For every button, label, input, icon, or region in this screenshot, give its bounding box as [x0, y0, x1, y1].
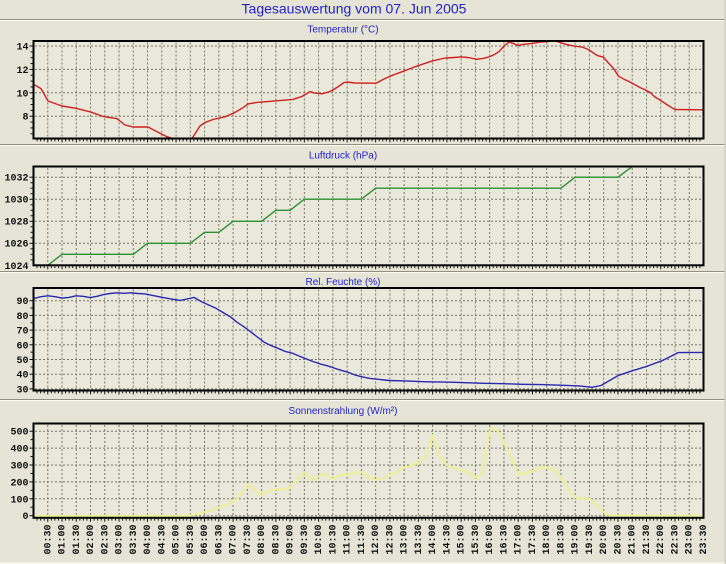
svg-text:01:00: 01:00 [58, 524, 69, 554]
svg-text:17:30: 17:30 [528, 524, 539, 554]
svg-text:05:00: 05:00 [172, 524, 183, 554]
svg-text:200: 200 [10, 478, 28, 489]
svg-text:500: 500 [10, 428, 28, 439]
svg-text:1032: 1032 [4, 174, 28, 185]
svg-text:22:30: 22:30 [671, 524, 682, 554]
svg-text:10: 10 [16, 89, 28, 100]
svg-text:21:30: 21:30 [642, 524, 653, 554]
svg-text:05:30: 05:30 [186, 524, 197, 554]
svg-text:09:00: 09:00 [286, 524, 297, 554]
svg-text:14: 14 [16, 43, 28, 54]
svg-text:03:00: 03:00 [115, 524, 126, 554]
svg-text:13:00: 13:00 [400, 524, 411, 554]
svg-text:02:00: 02:00 [86, 524, 97, 554]
svg-text:21:00: 21:00 [628, 524, 639, 554]
svg-text:09:30: 09:30 [300, 524, 311, 554]
svg-text:12:00: 12:00 [371, 524, 382, 554]
svg-text:07:30: 07:30 [243, 524, 254, 554]
svg-text:14:00: 14:00 [428, 524, 439, 554]
svg-text:1026: 1026 [4, 240, 28, 251]
svg-text:8: 8 [22, 113, 28, 124]
svg-text:23:00: 23:00 [685, 524, 696, 554]
svg-text:20:00: 20:00 [599, 524, 610, 554]
svg-text:90: 90 [16, 297, 28, 308]
svg-text:Temperatur (°C): Temperatur (°C) [307, 25, 378, 36]
svg-text:80: 80 [16, 312, 28, 323]
svg-text:18:30: 18:30 [556, 524, 567, 554]
svg-text:60: 60 [16, 341, 28, 352]
svg-text:11:30: 11:30 [357, 524, 368, 554]
svg-text:18:00: 18:00 [542, 524, 553, 554]
svg-text:04:30: 04:30 [157, 524, 168, 554]
svg-text:04:00: 04:00 [143, 524, 154, 554]
svg-text:Rel. Feuchte (%): Rel. Feuchte (%) [305, 277, 380, 288]
svg-text:1030: 1030 [4, 196, 28, 207]
svg-text:15:00: 15:00 [457, 524, 468, 554]
svg-text:02:30: 02:30 [100, 524, 111, 554]
svg-text:1024: 1024 [4, 262, 28, 273]
svg-text:50: 50 [16, 356, 28, 367]
svg-text:400: 400 [10, 445, 28, 456]
svg-text:17:00: 17:00 [514, 524, 525, 554]
svg-text:10:00: 10:00 [314, 524, 325, 554]
svg-text:40: 40 [16, 371, 28, 382]
svg-text:22:00: 22:00 [656, 524, 667, 554]
svg-text:0: 0 [22, 512, 28, 523]
svg-text:16:30: 16:30 [499, 524, 510, 554]
svg-text:20:30: 20:30 [614, 524, 625, 554]
svg-text:Tagesauswertung vom 07. Jun 20: Tagesauswertung vom 07. Jun 2005 [242, 1, 467, 17]
svg-text:23:30: 23:30 [699, 524, 710, 554]
svg-text:00:30: 00:30 [43, 524, 54, 554]
svg-text:15:30: 15:30 [471, 524, 482, 554]
svg-text:06:30: 06:30 [214, 524, 225, 554]
svg-text:11:00: 11:00 [343, 524, 354, 554]
svg-text:07:00: 07:00 [229, 524, 240, 554]
svg-text:16:00: 16:00 [485, 524, 496, 554]
svg-text:Sonnenstrahlung (W/m²): Sonnenstrahlung (W/m²) [289, 406, 398, 417]
svg-text:300: 300 [10, 462, 28, 473]
svg-text:08:00: 08:00 [257, 524, 268, 554]
svg-text:19:30: 19:30 [585, 524, 596, 554]
svg-text:70: 70 [16, 327, 28, 338]
svg-text:30: 30 [16, 385, 28, 396]
svg-text:01:30: 01:30 [72, 524, 83, 554]
svg-text:1028: 1028 [4, 218, 28, 229]
svg-text:03:30: 03:30 [129, 524, 140, 554]
svg-text:13:30: 13:30 [414, 524, 425, 554]
svg-text:100: 100 [10, 495, 28, 506]
svg-text:19:00: 19:00 [571, 524, 582, 554]
svg-text:10:30: 10:30 [328, 524, 339, 554]
svg-text:14:30: 14:30 [442, 524, 453, 554]
svg-text:12: 12 [16, 66, 28, 77]
svg-text:12:30: 12:30 [385, 524, 396, 554]
svg-text:Luftdruck (hPa): Luftdruck (hPa) [309, 151, 377, 162]
svg-text:06:00: 06:00 [200, 524, 211, 554]
svg-text:08:30: 08:30 [271, 524, 282, 554]
